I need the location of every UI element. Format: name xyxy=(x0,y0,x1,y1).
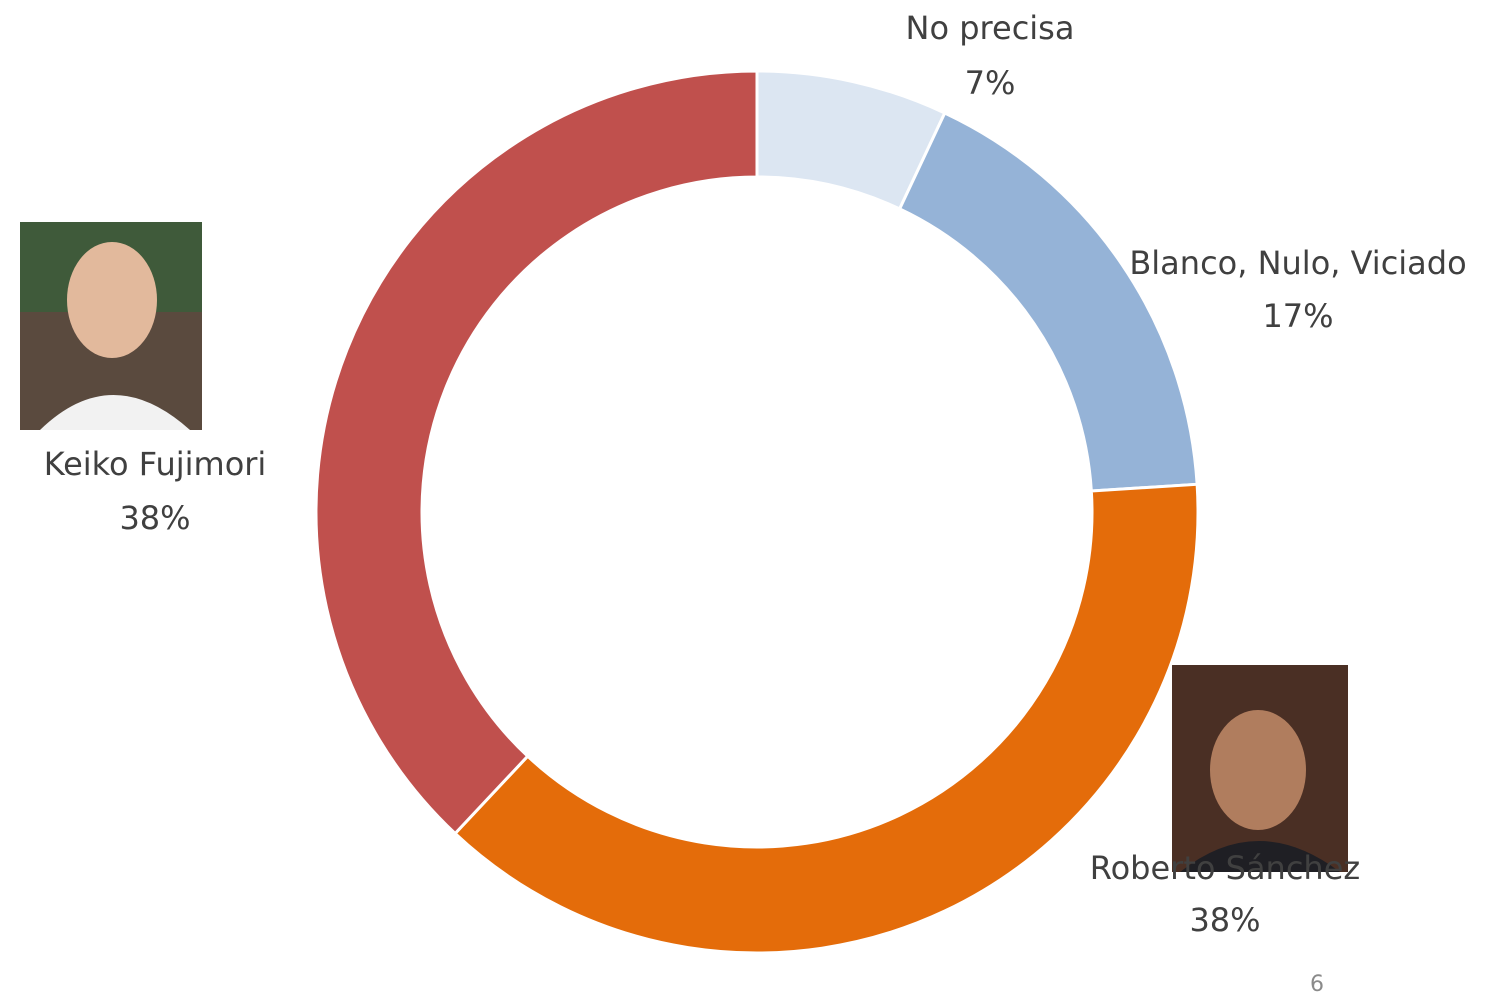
slice xyxy=(316,71,757,833)
slice xyxy=(900,113,1197,491)
value-label: 7% xyxy=(965,64,1016,102)
slice xyxy=(455,484,1198,953)
slice-label: No precisa xyxy=(906,9,1075,47)
slice-label: Blanco, Nulo, Viciado xyxy=(1129,244,1466,282)
value-label: 17% xyxy=(1262,297,1333,335)
photo-roberto xyxy=(1172,665,1348,872)
chart: 6 No precisa 7% Blanco, Nulo, Viciado 17% Ro… xyxy=(0,0,1491,996)
slice-label: Keiko Fujimori xyxy=(44,445,267,483)
value-label: 38% xyxy=(119,499,190,537)
slice-label: Roberto Sánchez xyxy=(1090,849,1360,887)
photo-keiko xyxy=(20,222,202,430)
page-number: 6 xyxy=(1310,972,1324,996)
value-label: 38% xyxy=(1189,901,1260,939)
